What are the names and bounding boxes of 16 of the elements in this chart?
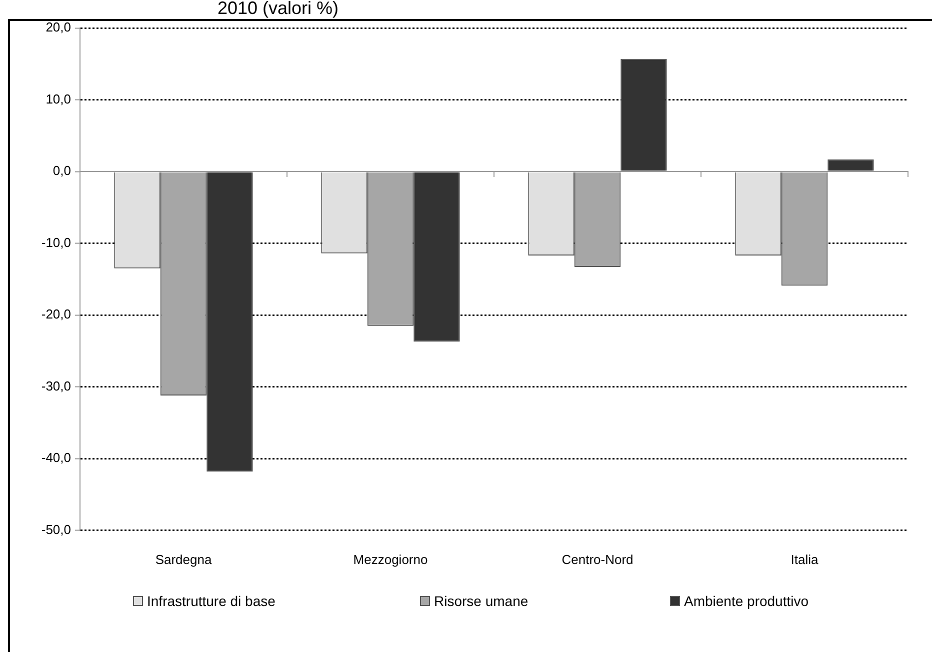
y-tick-label: 10,0 [46,91,71,106]
x-tick-label: Centro-Nord [562,552,634,567]
y-tick-label: 20,0 [46,20,71,35]
y-tick-label: -50,0 [41,522,71,537]
x-tick-label: Sardegna [155,552,212,567]
legend-label: Risorse umane [434,593,528,609]
y-tick-label: -40,0 [41,450,71,466]
legend-label: Infrastrutture di base [147,593,276,609]
y-tick-label: 0,0 [52,163,71,178]
x-tick-label: Italia [790,552,819,567]
y-tick-label: -10,0 [41,234,71,250]
y-tick-label: -20,0 [41,306,71,322]
x-tick-label: Mezzogiorno [353,552,428,567]
y-tick-label: -30,0 [41,378,71,394]
legend-label: Ambiente produttivo [684,593,809,609]
chart-title: 2010 (valori %) [216,0,340,18]
